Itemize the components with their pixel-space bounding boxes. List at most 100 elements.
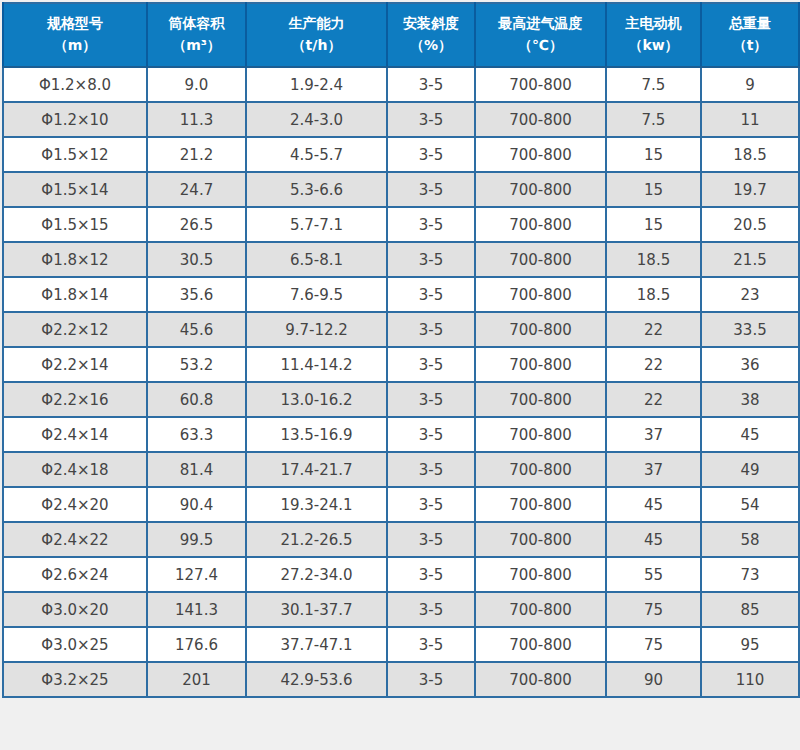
cell-model: Φ3.2×25: [3, 662, 147, 697]
cell-value: 700-800: [475, 312, 606, 347]
cell-value: 58: [701, 522, 799, 557]
cell-value: 49: [701, 452, 799, 487]
cell-value: 700-800: [475, 137, 606, 172]
cell-model: Φ1.5×12: [3, 137, 147, 172]
cell-model: Φ2.2×14: [3, 347, 147, 382]
cell-value: 11.4-14.2: [246, 347, 387, 382]
cell-value: 127.4: [147, 557, 246, 592]
table-row: Φ2.2×1660.813.0-16.23-5700-8002238: [3, 382, 799, 417]
header-unit: （m）: [4, 35, 146, 57]
header-unit: （t/h）: [247, 35, 386, 57]
cell-value: 95: [701, 627, 799, 662]
cell-value: 700-800: [475, 662, 606, 697]
cell-value: 37: [606, 452, 701, 487]
table-row: Φ3.0×20141.330.1-37.73-5700-8007585: [3, 592, 799, 627]
cell-value: 3-5: [387, 347, 475, 382]
cell-value: 42.9-53.6: [246, 662, 387, 697]
cell-value: 53.2: [147, 347, 246, 382]
cell-value: 19.3-24.1: [246, 487, 387, 522]
column-header-installation-slope: 安装斜度 （%）: [387, 3, 475, 67]
cell-value: 19.7: [701, 172, 799, 207]
cell-value: 700-800: [475, 102, 606, 137]
cell-model: Φ2.4×22: [3, 522, 147, 557]
cell-value: 60.8: [147, 382, 246, 417]
cell-value: 3-5: [387, 627, 475, 662]
cell-value: 700-800: [475, 452, 606, 487]
table-row: Φ2.4×2299.521.2-26.53-5700-8004558: [3, 522, 799, 557]
cell-model: Φ1.5×14: [3, 172, 147, 207]
cell-value: 99.5: [147, 522, 246, 557]
cell-value: 33.5: [701, 312, 799, 347]
cell-value: 15: [606, 207, 701, 242]
header-unit: （t）: [702, 35, 798, 57]
table-row: Φ2.4×2090.419.3-24.13-5700-8004554: [3, 487, 799, 522]
cell-value: 5.7-7.1: [246, 207, 387, 242]
cell-value: 700-800: [475, 417, 606, 452]
cell-value: 176.6: [147, 627, 246, 662]
cell-value: 11.3: [147, 102, 246, 137]
cell-value: 3-5: [387, 172, 475, 207]
cell-value: 18.5: [606, 277, 701, 312]
cell-value: 700-800: [475, 627, 606, 662]
table-row: Φ1.5×1424.75.3-6.63-5700-8001519.7: [3, 172, 799, 207]
cell-value: 3-5: [387, 487, 475, 522]
cell-value: 90: [606, 662, 701, 697]
header-unit: （℃）: [476, 35, 605, 57]
cell-value: 700-800: [475, 592, 606, 627]
cell-value: 3-5: [387, 207, 475, 242]
column-header-cylinder-volume: 筒体容积 （m³）: [147, 3, 246, 67]
cell-value: 9: [701, 67, 799, 102]
column-header-max-inlet-temperature: 最高进气温度 （℃）: [475, 3, 606, 67]
table-row: Φ1.8×1435.67.6-9.53-5700-80018.523: [3, 277, 799, 312]
cell-value: 201: [147, 662, 246, 697]
cell-value: 700-800: [475, 242, 606, 277]
cell-value: 21.2: [147, 137, 246, 172]
cell-model: Φ2.2×16: [3, 382, 147, 417]
spec-table: 规格型号 （m） 筒体容积 （m³） 生产能力 （t/h） 安装斜度 （%） 最…: [2, 2, 800, 698]
cell-value: 15: [606, 137, 701, 172]
cell-model: Φ2.4×14: [3, 417, 147, 452]
cell-value: 21.2-26.5: [246, 522, 387, 557]
cell-value: 7.5: [606, 102, 701, 137]
cell-value: 18.5: [701, 137, 799, 172]
table-row: Φ2.4×1463.313.5-16.93-5700-8003745: [3, 417, 799, 452]
cell-value: 75: [606, 592, 701, 627]
cell-value: 21.5: [701, 242, 799, 277]
column-header-main-motor: 主电动机 （kw）: [606, 3, 701, 67]
cell-value: 3-5: [387, 522, 475, 557]
table-row: Φ2.6×24127.427.2-34.03-5700-8005573: [3, 557, 799, 592]
table-header: 规格型号 （m） 筒体容积 （m³） 生产能力 （t/h） 安装斜度 （%） 最…: [3, 3, 799, 67]
cell-value: 30.1-37.7: [246, 592, 387, 627]
cell-model: Φ2.2×12: [3, 312, 147, 347]
cell-value: 3-5: [387, 137, 475, 172]
table-row: Φ1.2×1011.32.4-3.03-5700-8007.511: [3, 102, 799, 137]
cell-value: 13.0-16.2: [246, 382, 387, 417]
cell-value: 37: [606, 417, 701, 452]
cell-value: 3-5: [387, 102, 475, 137]
cell-value: 3-5: [387, 67, 475, 102]
table-row: Φ2.4×1881.417.4-21.73-5700-8003749: [3, 452, 799, 487]
cell-value: 3-5: [387, 557, 475, 592]
cell-value: 55: [606, 557, 701, 592]
cell-value: 23: [701, 277, 799, 312]
header-label: 生产能力: [289, 15, 345, 31]
cell-value: 141.3: [147, 592, 246, 627]
cell-value: 85: [701, 592, 799, 627]
cell-value: 700-800: [475, 557, 606, 592]
table-body: Φ1.2×8.09.01.9-2.43-5700-8007.59Φ1.2×101…: [3, 67, 799, 697]
cell-value: 22: [606, 312, 701, 347]
cell-value: 30.5: [147, 242, 246, 277]
cell-model: Φ2.6×24: [3, 557, 147, 592]
table-row: Φ1.2×8.09.01.9-2.43-5700-8007.59: [3, 67, 799, 102]
cell-value: 17.4-21.7: [246, 452, 387, 487]
cell-value: 4.5-5.7: [246, 137, 387, 172]
table-row: Φ2.2×1453.211.4-14.23-5700-8002236: [3, 347, 799, 382]
cell-model: Φ1.5×15: [3, 207, 147, 242]
column-header-total-weight: 总重量 （t）: [701, 3, 799, 67]
cell-value: 7.6-9.5: [246, 277, 387, 312]
cell-model: Φ1.2×8.0: [3, 67, 147, 102]
cell-model: Φ3.0×20: [3, 592, 147, 627]
cell-value: 15: [606, 172, 701, 207]
cell-value: 45.6: [147, 312, 246, 347]
header-label: 规格型号: [47, 15, 103, 31]
